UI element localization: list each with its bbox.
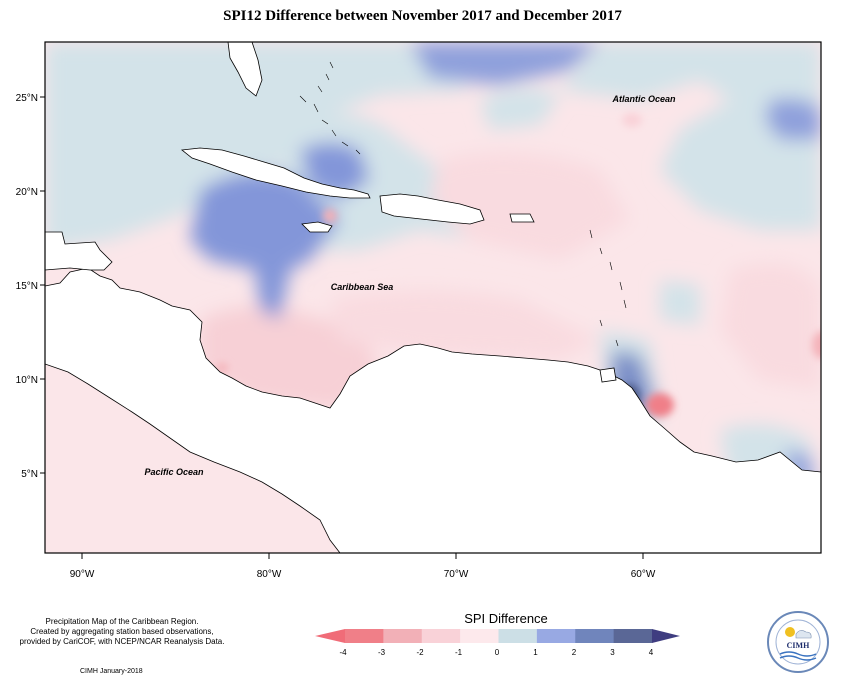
lon-tick-label: 80°W xyxy=(257,569,282,580)
lat-tick-label: 15°N xyxy=(16,281,38,292)
map-frame xyxy=(44,41,822,554)
legend-swatch xyxy=(460,629,499,643)
footer-date: CIMH January-2018 xyxy=(80,668,143,675)
lat-tick-label: 25°N xyxy=(16,93,38,104)
atlantic-ocean-label: Atlantic Ocean xyxy=(611,94,676,104)
lat-tick-label: 10°N xyxy=(16,375,38,386)
legend-tick-label: 1 xyxy=(533,648,538,657)
lon-tick-label: 70°W xyxy=(444,569,469,580)
longitude-axis: 90°W 80°W 70°W 60°W xyxy=(70,553,656,580)
caribbean-sea-label: Caribbean Sea xyxy=(331,282,394,292)
cimh-logo: CIMH xyxy=(767,611,829,673)
logo-text: CIMH xyxy=(787,641,810,650)
legend-tick-label: -1 xyxy=(455,648,463,657)
legend-tick-label: 2 xyxy=(572,648,577,657)
credit-line: Created by aggregating station based obs… xyxy=(30,627,214,636)
legend-tick-label: 4 xyxy=(649,648,654,657)
map-title: SPI12 Difference between November 2017 a… xyxy=(223,8,622,24)
legend-swatch xyxy=(383,629,423,643)
cloud-icon xyxy=(795,630,812,639)
legend-colorbar: -4 -3 -2 -1 0 1 2 3 4 xyxy=(315,629,680,657)
latitude-axis: 25°N 20°N 15°N 10°N 5°N xyxy=(16,93,45,480)
legend-tick-label: -2 xyxy=(416,648,424,657)
legend-swatch xyxy=(536,629,576,643)
legend-arrow-high xyxy=(652,629,680,643)
legend-title: SPI Difference xyxy=(464,611,548,626)
credit-text: Precipitation Map of the Caribbean Regio… xyxy=(8,617,236,647)
lat-tick-label: 20°N xyxy=(16,187,38,198)
legend-swatch xyxy=(498,629,538,643)
sun-icon xyxy=(785,627,795,637)
credit-line: provided by CariCOF, with NCEP/NCAR Rean… xyxy=(19,637,225,646)
legend-arrow-low xyxy=(315,629,345,643)
legend-swatch xyxy=(421,629,461,643)
credit-line: Precipitation Map of the Caribbean Regio… xyxy=(45,617,199,626)
lon-tick-label: 90°W xyxy=(70,569,95,580)
pacific-ocean-label: Pacific Ocean xyxy=(144,467,204,477)
waves-icon xyxy=(779,651,817,657)
legend-swatch xyxy=(575,629,615,643)
legend-tick-label: 3 xyxy=(610,648,615,657)
lat-tick-label: 5°N xyxy=(21,469,38,480)
legend-tick-label: 0 xyxy=(495,648,500,657)
coastline-layer xyxy=(45,42,821,553)
legend-swatch xyxy=(613,629,653,643)
legend-swatch xyxy=(345,629,384,643)
lon-tick-label: 60°W xyxy=(631,569,656,580)
legend-tick-label: -3 xyxy=(378,648,386,657)
small-islands xyxy=(299,61,627,347)
legend-tick-label: -4 xyxy=(339,648,347,657)
